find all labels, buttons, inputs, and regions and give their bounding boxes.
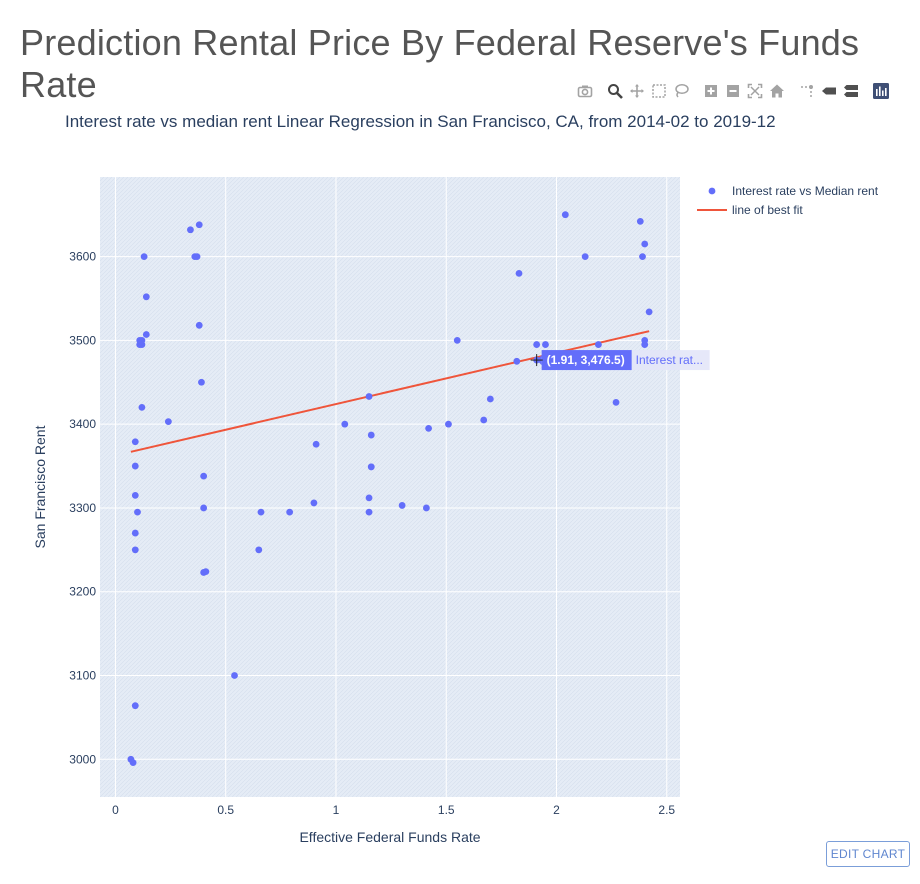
- data-point[interactable]: [286, 508, 294, 516]
- legend: Interest rate vs Median rent line of best…: [697, 184, 879, 217]
- x-tick-label: 2: [553, 803, 560, 817]
- data-point[interactable]: [142, 293, 150, 301]
- x-tick-label: 2.5: [658, 803, 675, 817]
- data-point[interactable]: [140, 253, 148, 260]
- chart-container: Interest rate vs median rent Linear Regr…: [0, 105, 920, 845]
- data-point[interactable]: [398, 502, 406, 509]
- data-point[interactable]: [480, 416, 488, 424]
- data-point[interactable]: [202, 568, 210, 576]
- legend-label-line: line of best fit: [732, 203, 803, 217]
- y-tick-label: 3100: [69, 669, 96, 683]
- data-point[interactable]: [131, 546, 139, 554]
- x-tick-label: 1.5: [438, 803, 455, 817]
- data-point[interactable]: [515, 269, 523, 277]
- data-point[interactable]: [187, 226, 194, 234]
- x-tick-label: 0: [112, 803, 119, 817]
- data-point[interactable]: [312, 440, 320, 448]
- y-tick-label: 3600: [69, 250, 96, 264]
- y-tick-label: 3200: [69, 585, 96, 599]
- chart-modebar: [576, 81, 894, 101]
- data-point[interactable]: [513, 357, 521, 365]
- plotly-logo-icon[interactable]: [872, 82, 890, 100]
- data-point[interactable]: [164, 418, 172, 426]
- zoom-out-icon[interactable]: [724, 82, 742, 100]
- data-point[interactable]: [533, 341, 541, 348]
- y-tick-label: 3500: [69, 333, 96, 347]
- data-point[interactable]: [231, 672, 238, 679]
- data-point[interactable]: [365, 508, 373, 516]
- pan-icon[interactable]: [628, 82, 646, 100]
- data-point[interactable]: [641, 240, 649, 248]
- data-point[interactable]: [200, 472, 208, 480]
- hover-value-label: (1.91, 3,476.5): [547, 353, 625, 367]
- legend-marker-scatter: [708, 187, 716, 195]
- data-point[interactable]: [422, 504, 430, 512]
- data-point[interactable]: [131, 438, 139, 446]
- hover-tooltip: Interest rat... (1.91, 3,476.5): [530, 350, 710, 371]
- data-point[interactable]: [255, 546, 263, 554]
- data-point[interactable]: [367, 431, 375, 439]
- reset-axes-icon[interactable]: [768, 82, 786, 100]
- data-point[interactable]: [641, 336, 649, 344]
- hover-trace-label-bg: [631, 350, 710, 371]
- page-title: Prediction Rental Price By Federal Reser…: [20, 22, 860, 105]
- data-point[interactable]: [198, 378, 205, 386]
- data-point[interactable]: [193, 253, 201, 260]
- scatter-chart[interactable]: Interest rate vs median rent Linear Regr…: [0, 105, 920, 845]
- data-point[interactable]: [581, 253, 589, 260]
- data-point[interactable]: [486, 395, 494, 403]
- data-point[interactable]: [341, 420, 349, 428]
- data-point[interactable]: [425, 424, 432, 432]
- zoom-icon[interactable]: [606, 82, 624, 100]
- lasso-select-icon[interactable]: [672, 82, 690, 100]
- zoom-in-icon[interactable]: [702, 82, 720, 100]
- spike-lines-icon[interactable]: [798, 82, 816, 100]
- autoscale-icon[interactable]: [746, 82, 764, 100]
- data-point[interactable]: [612, 398, 620, 406]
- x-tick-label: 1: [333, 803, 340, 817]
- x-axis-title: Effective Federal Funds Rate: [299, 829, 480, 845]
- data-point[interactable]: [195, 221, 203, 229]
- camera-icon[interactable]: [576, 82, 594, 100]
- data-point[interactable]: [365, 393, 373, 400]
- data-point[interactable]: [453, 336, 461, 344]
- data-point[interactable]: [645, 308, 653, 316]
- data-point[interactable]: [142, 331, 150, 338]
- data-point[interactable]: [195, 321, 203, 329]
- data-point[interactable]: [131, 462, 139, 470]
- hover-compare-icon[interactable]: [842, 82, 860, 100]
- hover-closest-icon[interactable]: [820, 82, 838, 100]
- data-point[interactable]: [257, 508, 265, 516]
- data-point[interactable]: [131, 529, 139, 537]
- data-point[interactable]: [636, 218, 644, 225]
- y-tick-label: 3300: [69, 501, 96, 515]
- data-point[interactable]: [129, 759, 137, 767]
- data-point[interactable]: [138, 336, 146, 344]
- data-point[interactable]: [445, 420, 452, 428]
- edit-chart-button[interactable]: EDIT CHART: [826, 841, 910, 867]
- data-point[interactable]: [200, 504, 208, 512]
- chart-title: Interest rate vs median rent Linear Regr…: [65, 112, 776, 131]
- hover-trace-label: Interest rat...: [636, 353, 703, 367]
- data-point[interactable]: [542, 341, 549, 348]
- data-point[interactable]: [561, 211, 569, 219]
- data-point[interactable]: [595, 341, 602, 348]
- box-select-icon[interactable]: [650, 82, 668, 100]
- data-point[interactable]: [367, 463, 375, 471]
- y-tick-label: 3400: [69, 417, 96, 431]
- y-tick-label: 3000: [69, 752, 96, 766]
- hover-value-box: [541, 350, 632, 371]
- data-point[interactable]: [138, 404, 146, 411]
- data-point[interactable]: [639, 253, 646, 260]
- x-tick-label: 0.5: [217, 803, 234, 817]
- data-point[interactable]: [134, 508, 141, 516]
- data-point[interactable]: [365, 494, 373, 502]
- legend-label-scatter: Interest rate vs Median rent: [732, 184, 879, 198]
- data-point[interactable]: [310, 499, 318, 507]
- data-point[interactable]: [131, 491, 139, 499]
- y-axis-title: San Francisco Rent: [32, 425, 48, 548]
- data-point[interactable]: [131, 702, 139, 710]
- plot-area[interactable]: [100, 177, 680, 797]
